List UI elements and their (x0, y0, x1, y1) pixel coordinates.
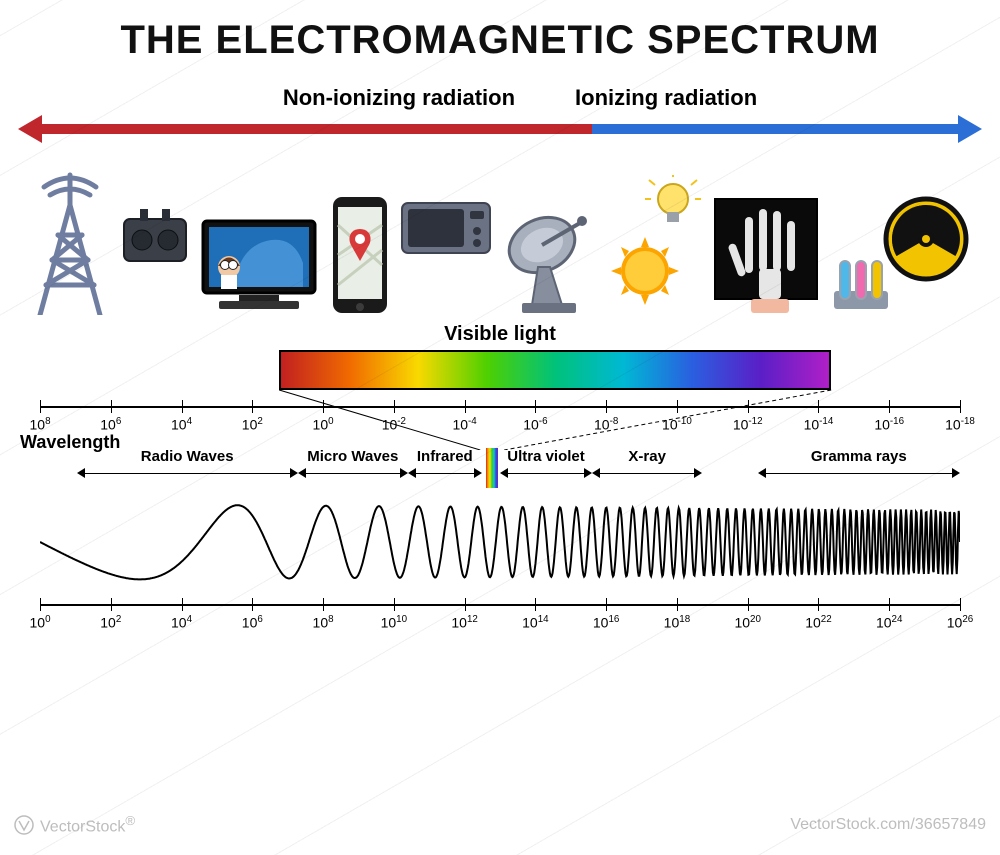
television-icon (199, 155, 319, 315)
visible-light-label: Visible light (0, 323, 1000, 346)
device-icons-row (30, 155, 970, 315)
axis-tick-label: 10-16 (874, 416, 904, 433)
axis-tick-label: 106 (100, 416, 121, 433)
axis-tick-label: 102 (242, 416, 263, 433)
ionizing-bar (592, 124, 960, 134)
band-infrared: Infrared (408, 448, 482, 488)
axis-tick-label: 102 (100, 614, 121, 631)
axis-tick-label: 1022 (805, 614, 831, 631)
wavelength-axis: 10810610410210010-210-410-610-810-1010-1… (40, 396, 960, 442)
arrow-head-left-icon (18, 115, 42, 143)
vectorstock-logo-icon (14, 815, 34, 835)
axis-tick-label: 10-18 (945, 416, 975, 433)
axis-tick-label: 10-4 (452, 416, 476, 433)
axis-tick-label: 1016 (593, 614, 619, 631)
axis-tick-label: 108 (29, 416, 50, 433)
axis-tick-label: 1018 (664, 614, 690, 631)
satellite-dish-icon (502, 155, 602, 315)
axis-tick-label: 1020 (734, 614, 760, 631)
watermark-id: VectorStock.com/36657849 (790, 816, 986, 834)
xray-hand-icon (711, 155, 821, 315)
smartphone-gps-icon (329, 155, 391, 315)
band-radio-waves: Radio Waves (77, 448, 298, 488)
radiation-arrow (40, 117, 960, 141)
band-x-ray: X-ray (592, 448, 702, 488)
axis-tick-label: 10-10 (662, 416, 692, 433)
axis-tick-label: 1010 (381, 614, 407, 631)
non-ionizing-bar (40, 124, 592, 134)
band-micro-waves: Micro Waves (298, 448, 408, 488)
axis-tick-label: 1026 (947, 614, 973, 631)
gamma-ray-icons (830, 155, 970, 315)
axis-tick-label: 10-8 (594, 416, 618, 433)
page-title: THE ELECTROMAGNETIC SPECTRUM (0, 0, 1000, 63)
frequency-axis: 1001021041061081010101210141016101810201… (40, 594, 960, 640)
visible-spectrum-bar (40, 350, 960, 396)
watermark-footer: VectorStock® VectorStock.com/36657849 (0, 795, 1000, 855)
radio-tower-icon (30, 155, 110, 315)
band-gramma-rays: Gramma rays (758, 448, 960, 488)
axis-tick-label: 100 (29, 614, 50, 631)
axis-tick-label: 106 (242, 614, 263, 631)
axis-tick-label: 10-12 (733, 416, 763, 433)
axis-tick-label: 104 (171, 614, 192, 631)
axis-tick-label: 108 (313, 614, 334, 631)
visible-spectrum-slit (486, 448, 498, 488)
axis-tick-label: 100 (313, 416, 334, 433)
visible-light-icons (611, 155, 701, 315)
axis-tick-label: 10-14 (804, 416, 834, 433)
axis-tick-label: 1012 (451, 614, 477, 631)
spectrum-bands: Radio WavesMicro WavesInfrared Ultra viol… (40, 448, 960, 488)
axis-tick-label: 104 (171, 416, 192, 433)
lightbulb-icon (645, 175, 701, 222)
radiation-symbol-icon (880, 197, 966, 279)
band-ultra-violet: Ultra violet (500, 448, 592, 488)
test-tubes-icon (834, 261, 888, 309)
frequency-wave (40, 492, 960, 592)
sun-icon (611, 237, 679, 305)
watermark-brand: VectorStock® (40, 813, 135, 836)
axis-tick-label: 1014 (522, 614, 548, 631)
arrow-head-right-icon (958, 115, 982, 143)
axis-tick-label: 10-2 (382, 416, 406, 433)
ionizing-label: Ionizing radiation (575, 85, 757, 111)
axis-tick-label: 10-6 (523, 416, 547, 433)
axis-tick-label: 1024 (876, 614, 902, 631)
